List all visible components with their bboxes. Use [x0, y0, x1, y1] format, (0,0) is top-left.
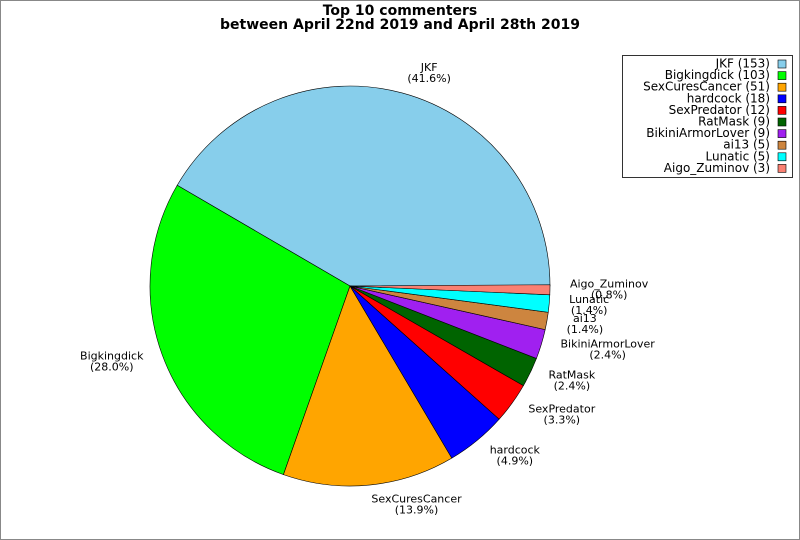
legend-label: hardcock (18): [687, 91, 770, 105]
legend-label: BikiniArmorLover (9): [646, 126, 770, 140]
legend-swatch: [777, 117, 787, 127]
slice-label: Bigkingdick: [80, 349, 144, 362]
slice-label: SexCuresCancer: [371, 492, 462, 505]
pie-slice: [283, 285, 453, 487]
slice-percent: (1.4%): [571, 304, 608, 317]
slice-label: hardcock: [490, 443, 541, 456]
slice-percent: (3.3%): [544, 413, 581, 426]
legend-label: ai13 (5): [723, 138, 770, 152]
slice-percent: (2.4%): [554, 379, 591, 392]
legend-label: Bigkingdick (103): [665, 68, 770, 82]
slice-percent: (2.4%): [589, 349, 626, 362]
legend-swatch: [777, 152, 787, 162]
slice-label: RatMask: [548, 368, 595, 381]
legend-label: SexCuresCancer (51): [643, 80, 770, 94]
legend-label: RatMask (9): [698, 115, 770, 129]
slice-percent: (41.6%): [407, 72, 451, 85]
slice-label: BikiniArmorLover: [560, 338, 655, 351]
legend-swatch: [777, 59, 787, 69]
chart-subtitle: between April 22nd 2019 and April 28th 2…: [220, 17, 580, 33]
legend-swatch: [777, 164, 787, 173]
slice-percent: (13.9%): [395, 503, 439, 516]
legend-swatch: [777, 140, 787, 150]
slice-percent: (0.8%): [591, 289, 628, 302]
legend-label: SexPredator (12): [669, 103, 770, 117]
pie-slice: [176, 85, 551, 287]
legend-swatch: [777, 94, 787, 104]
slice-percent: (28.0%): [90, 360, 134, 373]
legend-label: Lunatic (5): [706, 149, 771, 163]
legend-swatch: [777, 129, 787, 138]
slice-label: Lunatic: [569, 293, 609, 306]
slice-label: ai13: [573, 312, 597, 325]
pie-slice: [349, 284, 551, 296]
slice-percent: (1.4%): [567, 323, 604, 336]
legend-swatch: [777, 71, 787, 80]
legend-swatch: [777, 82, 787, 92]
slice-percent: (4.9%): [497, 454, 534, 467]
legend-box: [622, 55, 793, 178]
slice-label: Aigo_Zuminov: [570, 278, 649, 291]
slice-label: SexPredator: [528, 402, 595, 415]
slice-label: JKF: [420, 61, 438, 74]
legend-label: Aigo_Zuminov (3): [664, 161, 770, 175]
legend-swatch: [777, 106, 787, 115]
pie-slice: [149, 184, 351, 475]
chart-title: Top 10 commenters: [323, 3, 478, 19]
legend-label: JKF (153): [715, 57, 770, 71]
